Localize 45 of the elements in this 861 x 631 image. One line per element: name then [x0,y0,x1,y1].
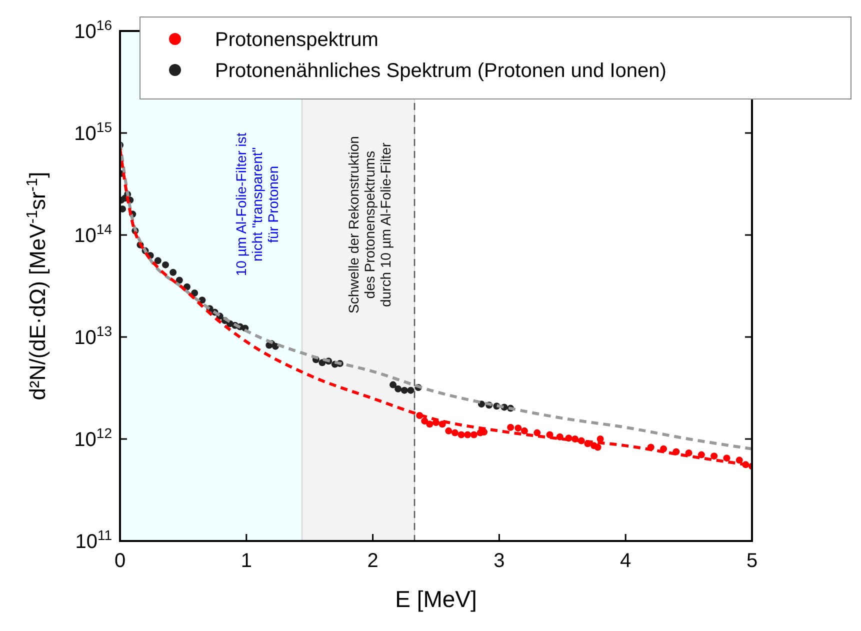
x-tick-label: 1 [240,550,252,572]
point [407,386,414,394]
point [458,431,465,438]
point [426,420,434,428]
x-tick-label: 3 [494,550,505,572]
point [470,431,478,438]
point [710,452,718,460]
x-tick-label: 0 [114,550,126,572]
y-tick-label: 10$^{11}$ [75,527,112,553]
point [723,454,730,462]
band-label: Schwelle der Rekonstruktion des Protonenspektrums durch 10 µm Al-Folie-Filter [346,136,394,314]
point [272,342,279,350]
y-tick-label: 10$^{16}$ [74,17,112,43]
y-tick-label: 10$^{14}$ [74,221,112,247]
point [464,431,472,438]
point [736,456,743,464]
y-tick-label: 10$^{13}$ [74,323,112,349]
point [520,427,528,434]
legend-label: Protonenspektrum [215,29,378,51]
point [394,385,402,392]
point [507,424,514,431]
point [534,429,541,436]
point [445,427,452,434]
point [685,449,692,456]
y-tick-label: 10$^{12}$ [74,425,112,451]
point [176,276,183,284]
x-tick-label: 2 [367,550,378,572]
point [154,257,162,264]
point [390,381,397,388]
point [514,424,522,432]
x-tick-label: 5 [746,550,758,572]
point [170,268,177,276]
x-tick-label: 4 [620,550,632,572]
point [698,451,705,458]
point [162,261,170,268]
point [594,444,602,451]
y-tick-label: 10$^{15}$ [74,119,112,145]
x-axis-title: E [MeV] [395,586,477,612]
point [400,386,408,394]
point [191,290,198,296]
point [556,433,564,440]
band-label: 10 µm Al-Folie-Filter ist nicht "transparent" für Protonen [233,132,282,276]
point [478,400,486,408]
point [451,429,458,436]
legend-label: Protonenähnliches Spektrum (Protonen und Ionen) [215,60,666,82]
